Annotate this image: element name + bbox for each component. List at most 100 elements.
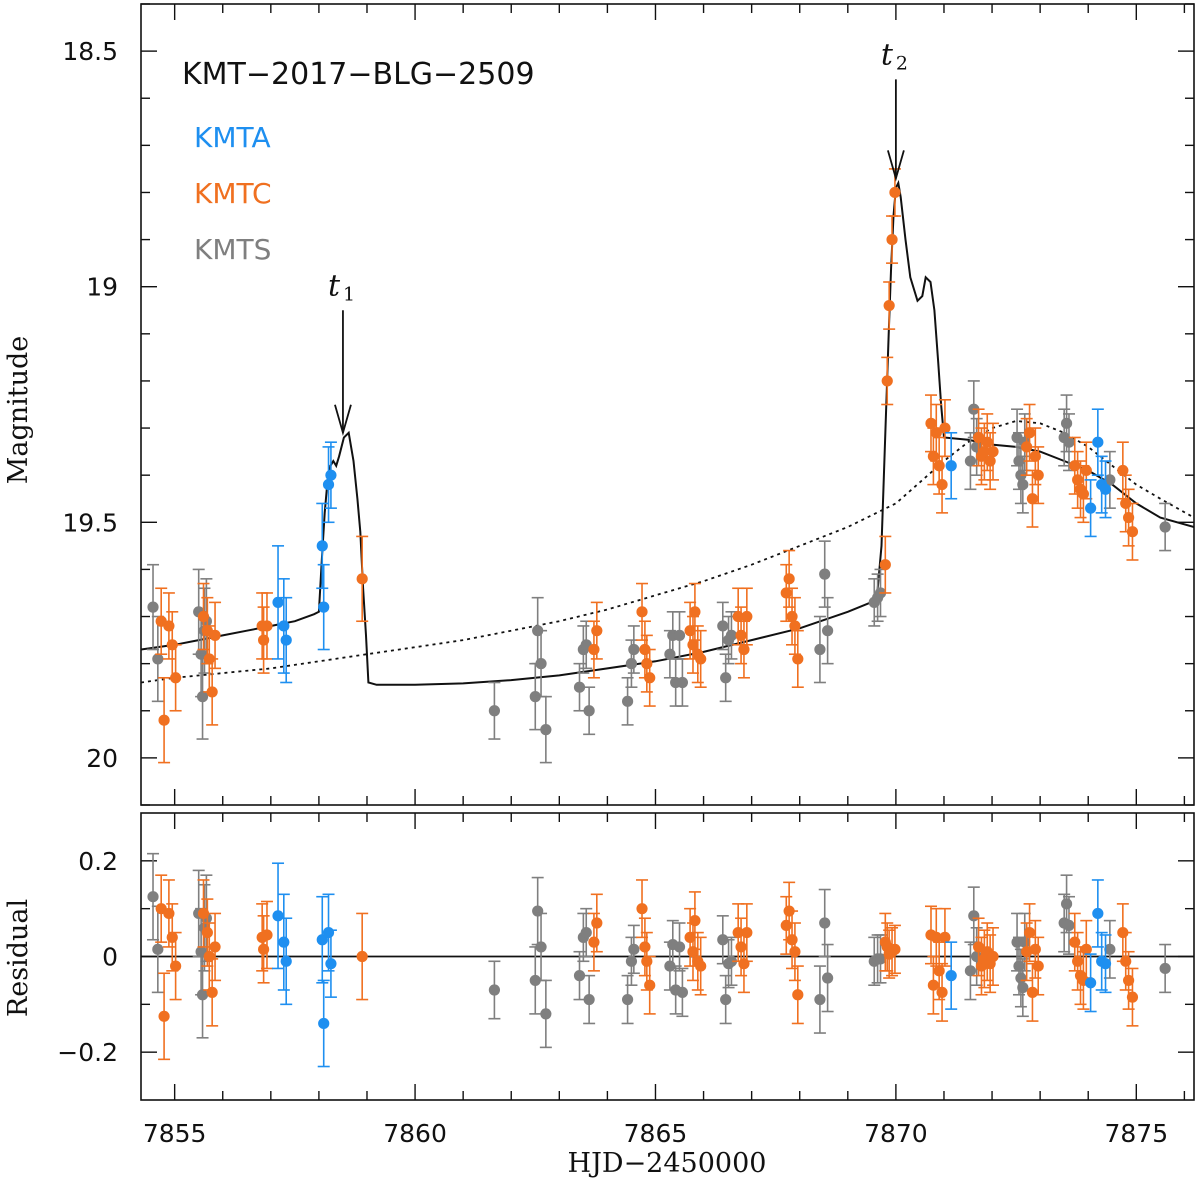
caustic-annotations: t 1t 2 bbox=[328, 37, 908, 437]
marker bbox=[356, 950, 368, 963]
kmtc-point bbox=[206, 658, 219, 726]
marker bbox=[874, 953, 887, 965]
marker bbox=[695, 653, 707, 665]
kmtc-point bbox=[1126, 502, 1139, 561]
marker bbox=[1159, 962, 1171, 975]
marker bbox=[325, 469, 337, 481]
kmtc-residual-point bbox=[786, 910, 799, 970]
kmts-point bbox=[716, 601, 729, 651]
marker bbox=[889, 186, 901, 199]
kmtc-point bbox=[694, 629, 707, 689]
kmtc-residual-point bbox=[206, 958, 219, 1027]
marker bbox=[261, 929, 273, 941]
marker bbox=[209, 629, 221, 641]
marker bbox=[786, 934, 798, 946]
marker bbox=[945, 460, 957, 472]
kmtc-point bbox=[883, 281, 896, 330]
marker bbox=[968, 910, 980, 922]
kmta-residual-point bbox=[277, 893, 290, 991]
marker bbox=[573, 681, 586, 693]
marker bbox=[814, 643, 826, 656]
single-lens-model-curve bbox=[141, 420, 1194, 684]
kmtc-point bbox=[356, 535, 369, 623]
kmts-point bbox=[1159, 502, 1172, 552]
marker bbox=[689, 606, 701, 618]
marker bbox=[278, 936, 290, 948]
marker bbox=[936, 986, 948, 998]
marker bbox=[717, 620, 729, 632]
marker bbox=[158, 714, 170, 726]
arrow-head bbox=[887, 150, 905, 182]
marker bbox=[1069, 936, 1081, 948]
kmtc-residual-point bbox=[694, 936, 707, 996]
kmtc-residual-point bbox=[590, 893, 603, 953]
kmts-point bbox=[583, 686, 596, 736]
marker bbox=[987, 950, 999, 963]
marker bbox=[488, 984, 501, 996]
marker bbox=[939, 931, 951, 943]
annotation-subscript: 2 bbox=[896, 52, 908, 74]
marker bbox=[1017, 479, 1029, 491]
marker bbox=[170, 672, 182, 684]
marker bbox=[318, 1017, 330, 1030]
kmta-point bbox=[280, 596, 293, 684]
kmts-residual-point bbox=[627, 924, 640, 975]
magnitude-tick-label: 18.5 bbox=[62, 37, 118, 66]
kmts-point bbox=[535, 629, 548, 698]
magnitude-tick-label: 19 bbox=[86, 273, 118, 302]
marker bbox=[789, 946, 801, 958]
kmts-point bbox=[580, 620, 593, 670]
marker bbox=[1023, 926, 1036, 939]
x-tick-label: 7855 bbox=[143, 1119, 207, 1148]
marker bbox=[927, 979, 939, 991]
kmtc-point bbox=[881, 356, 894, 406]
marker bbox=[1072, 955, 1084, 967]
kmtc-residual-point bbox=[155, 874, 168, 943]
kmts-point bbox=[539, 695, 552, 764]
marker bbox=[639, 941, 651, 953]
marker bbox=[1120, 955, 1132, 967]
marker bbox=[879, 559, 891, 571]
kmtc-point bbox=[1032, 446, 1045, 505]
kmts-point bbox=[818, 540, 831, 608]
marker bbox=[1029, 943, 1041, 955]
kmta-point bbox=[1084, 479, 1097, 538]
marker bbox=[1026, 493, 1039, 505]
marker bbox=[881, 375, 893, 387]
marker bbox=[209, 941, 221, 953]
kmts-residual-point bbox=[818, 888, 831, 958]
marker bbox=[783, 573, 795, 585]
kmts-point bbox=[964, 431, 977, 491]
marker bbox=[573, 970, 586, 982]
kmtc-residual-point bbox=[636, 879, 649, 939]
marker bbox=[720, 672, 732, 684]
marker bbox=[1023, 427, 1036, 439]
marker bbox=[1063, 919, 1075, 932]
marker bbox=[1117, 464, 1129, 477]
marker bbox=[152, 943, 164, 955]
magnitude-tick-label: 19.5 bbox=[62, 508, 118, 537]
kmtc-residual-point bbox=[1032, 936, 1045, 996]
marker bbox=[725, 629, 738, 641]
marker bbox=[735, 629, 747, 641]
kmtc-point bbox=[930, 403, 943, 462]
legend-kmtc: KMTC bbox=[194, 177, 272, 210]
marker bbox=[687, 946, 699, 958]
marker bbox=[684, 931, 696, 943]
marker bbox=[540, 724, 552, 736]
kmtc-point bbox=[169, 643, 182, 712]
marker bbox=[1017, 981, 1029, 994]
marker bbox=[1123, 974, 1135, 987]
marker bbox=[170, 960, 182, 972]
marker bbox=[583, 705, 595, 717]
magnitude-data-points bbox=[147, 168, 1172, 764]
marker bbox=[789, 620, 801, 632]
marker bbox=[930, 931, 942, 943]
kmta-residual-point bbox=[324, 929, 337, 998]
kmtc-residual-point bbox=[1080, 919, 1093, 979]
kmts-residual-point bbox=[1103, 919, 1116, 979]
marker bbox=[1026, 986, 1039, 998]
kmts-residual-point bbox=[488, 960, 501, 1020]
marker bbox=[1092, 436, 1104, 448]
